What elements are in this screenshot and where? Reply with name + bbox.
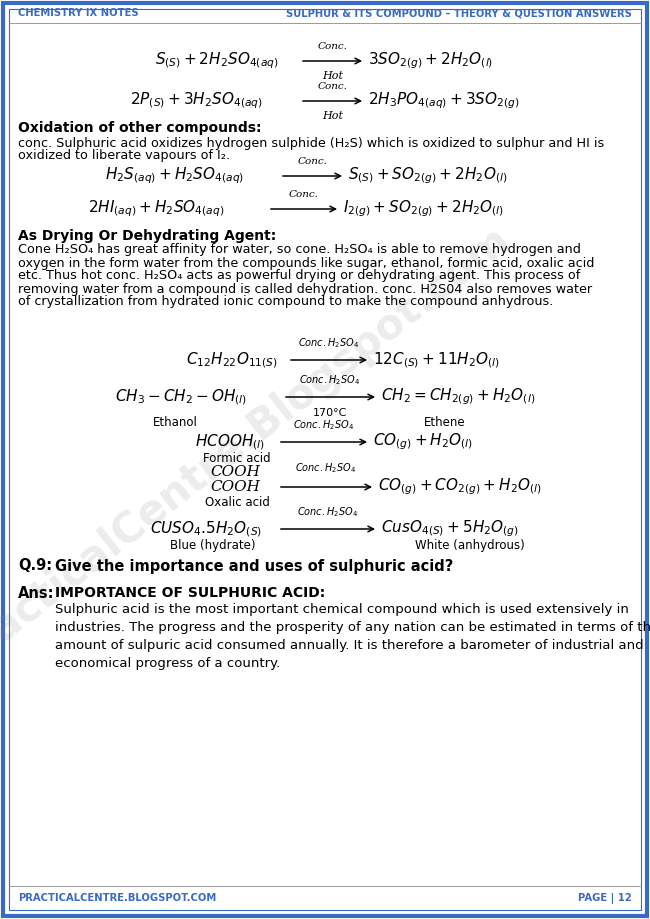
Text: SULPHUR & ITS COMPOUND – THEORY & QUESTION ANSWERS: SULPHUR & ITS COMPOUND – THEORY & QUESTI… bbox=[286, 8, 632, 18]
Text: PAGE | 12: PAGE | 12 bbox=[578, 892, 632, 903]
Text: $Conc.H_2SO_4$: $Conc.H_2SO_4$ bbox=[300, 373, 361, 387]
Text: Sulphuric acid is the most important chemical compound which is used extensively: Sulphuric acid is the most important che… bbox=[55, 604, 629, 617]
Text: Q.9:: Q.9: bbox=[18, 559, 52, 573]
Text: removing water from a compound is called dehydration. conc. H2S04 also removes w: removing water from a compound is called… bbox=[18, 282, 592, 296]
Text: $CO_{(g)} + H_2O_{(l)}$: $CO_{(g)} + H_2O_{(l)}$ bbox=[373, 432, 473, 452]
Text: etc. Thus hot conc. H₂SO₄ acts as powerful drying or dehydrating agent. This pro: etc. Thus hot conc. H₂SO₄ acts as powerf… bbox=[18, 269, 580, 282]
Text: oxygen in the form water from the compounds like sugar, ethanol, formic acid, ox: oxygen in the form water from the compou… bbox=[18, 256, 594, 269]
Text: Conc.: Conc. bbox=[318, 42, 348, 51]
Text: Oxidation of other compounds:: Oxidation of other compounds: bbox=[18, 121, 261, 135]
Text: $CusO_{4(S)} + 5H_2O_{(g)}$: $CusO_{4(S)} + 5H_2O_{(g)}$ bbox=[381, 518, 519, 539]
Text: $2HI_{(aq)} + H_2SO_{4(aq)}$: $2HI_{(aq)} + H_2SO_{4(aq)}$ bbox=[88, 199, 224, 220]
Text: $2P_{(S)} + 3H_2SO_{4(aq)}$: $2P_{(S)} + 3H_2SO_{4(aq)}$ bbox=[130, 91, 263, 111]
Text: Conc.: Conc. bbox=[289, 190, 319, 199]
Text: Ethene: Ethene bbox=[424, 416, 466, 429]
Text: $HCOOH_{(l)}$: $HCOOH_{(l)}$ bbox=[195, 432, 265, 452]
Text: Ans:: Ans: bbox=[18, 585, 55, 600]
Text: PracticalCentre.Blogspot.com: PracticalCentre.Blogspot.com bbox=[0, 218, 518, 680]
Text: $CH_3 - CH_2 - OH_{(l)}$: $CH_3 - CH_2 - OH_{(l)}$ bbox=[115, 387, 247, 407]
Text: IMPORTANCE OF SULPHURIC ACID:: IMPORTANCE OF SULPHURIC ACID: bbox=[55, 586, 325, 600]
Text: economical progress of a country.: economical progress of a country. bbox=[55, 657, 280, 671]
Text: As Drying Or Dehydrating Agent:: As Drying Or Dehydrating Agent: bbox=[18, 229, 276, 243]
Text: COOH: COOH bbox=[210, 480, 260, 494]
Text: of crystallization from hydrated ionic compound to make the compound anhydrous.: of crystallization from hydrated ionic c… bbox=[18, 296, 553, 309]
Text: industries. The progress and the prosperity of any nation can be estimated in te: industries. The progress and the prosper… bbox=[55, 621, 650, 634]
Text: $S_{(S)} + 2H_2SO_{4(aq)}$: $S_{(S)} + 2H_2SO_{4(aq)}$ bbox=[155, 51, 279, 72]
Text: $S_{(S)} + SO_{2(g)} + 2H_2O_{(l)}$: $S_{(S)} + SO_{2(g)} + 2H_2O_{(l)}$ bbox=[348, 165, 508, 187]
Text: White (anhydrous): White (anhydrous) bbox=[415, 539, 525, 552]
Text: Conc.: Conc. bbox=[318, 82, 348, 91]
Text: Cone H₂SO₄ has great affinity for water, so cone. H₂SO₄ is able to remove hydrog: Cone H₂SO₄ has great affinity for water,… bbox=[18, 244, 581, 256]
Text: 170°C: 170°C bbox=[313, 408, 347, 418]
Text: $Conc.H_2SO_4$: $Conc.H_2SO_4$ bbox=[298, 336, 359, 350]
Text: Give the importance and uses of sulphuric acid?: Give the importance and uses of sulphuri… bbox=[55, 559, 454, 573]
Text: $3SO_{2(g)} + 2H_2O_{(l)}$: $3SO_{2(g)} + 2H_2O_{(l)}$ bbox=[368, 51, 493, 72]
Text: $C_{12}H_{22}O_{11(S)}$: $C_{12}H_{22}O_{11(S)}$ bbox=[186, 350, 278, 369]
Text: $12C_{(S)} + 11H_2O_{(l)}$: $12C_{(S)} + 11H_2O_{(l)}$ bbox=[373, 350, 500, 369]
Text: COOH: COOH bbox=[210, 465, 260, 479]
Text: $CO_{(g)} + CO_{2(g)} + H_2O_{(l)}$: $CO_{(g)} + CO_{2(g)} + H_2O_{(l)}$ bbox=[378, 477, 541, 497]
Text: PRACTICALCENTRE.BLOGSPOT.COM: PRACTICALCENTRE.BLOGSPOT.COM bbox=[18, 893, 216, 903]
Text: $2H_3PO_{4(aq)} + 3SO_{2(g)}$: $2H_3PO_{4(aq)} + 3SO_{2(g)}$ bbox=[368, 91, 519, 111]
Text: Oxalic acid: Oxalic acid bbox=[205, 496, 270, 509]
Text: $H_2S_{(aq)} + H_2SO_{4(aq)}$: $H_2S_{(aq)} + H_2SO_{4(aq)}$ bbox=[105, 165, 244, 187]
Text: CHEMISTRY IX NOTES: CHEMISTRY IX NOTES bbox=[18, 8, 138, 18]
Text: $I_{2(g)} + SO_{2(g)} + 2H_2O_{(l)}$: $I_{2(g)} + SO_{2(g)} + 2H_2O_{(l)}$ bbox=[343, 199, 504, 220]
Text: oxidized to liberate vapours of I₂.: oxidized to liberate vapours of I₂. bbox=[18, 150, 230, 163]
Text: $Conc.H_2SO_4$: $Conc.H_2SO_4$ bbox=[298, 505, 359, 519]
Text: Hot: Hot bbox=[322, 111, 343, 121]
Text: $Conc.H_2SO_4$: $Conc.H_2SO_4$ bbox=[296, 461, 357, 475]
Text: Conc.: Conc. bbox=[298, 157, 328, 166]
Text: Blue (hydrate): Blue (hydrate) bbox=[170, 539, 255, 552]
Text: amount of sulpuric acid consumed annually. It is therefore a barometer of indust: amount of sulpuric acid consumed annuall… bbox=[55, 640, 644, 652]
Text: $Conc.H_2SO_4$: $Conc.H_2SO_4$ bbox=[293, 418, 354, 432]
Text: conc. Sulphuric acid oxidizes hydrogen sulphide (H₂S) which is oxidized to sulph: conc. Sulphuric acid oxidizes hydrogen s… bbox=[18, 137, 605, 150]
Text: Formic acid: Formic acid bbox=[203, 452, 271, 466]
Text: Ethanol: Ethanol bbox=[153, 416, 198, 429]
Text: Hot: Hot bbox=[322, 71, 343, 81]
Text: $CH_2 = CH_{2(g)} + H_2O_{(l)}$: $CH_2 = CH_{2(g)} + H_2O_{(l)}$ bbox=[381, 387, 536, 407]
Text: $CUSO_4.5H_2O_{(S)}$: $CUSO_4.5H_2O_{(S)}$ bbox=[150, 519, 262, 539]
